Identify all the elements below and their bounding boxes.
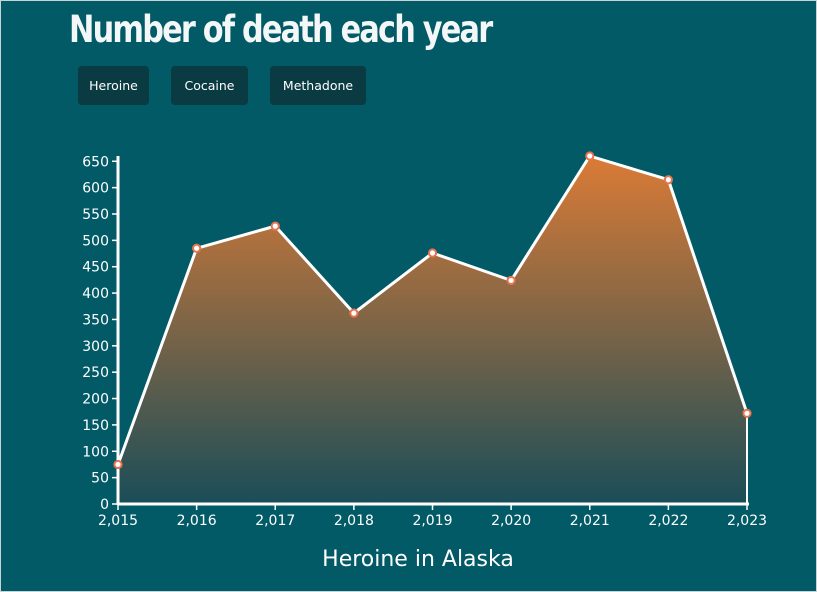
x-tick-label: 2,022 (648, 513, 688, 529)
data-point (113, 459, 123, 470)
y-tick-label: 450 (82, 260, 109, 276)
x-tick-label: 2,020 (491, 513, 531, 529)
data-point (585, 151, 595, 161)
x-tick-label: 2,019 (412, 513, 452, 529)
chart-title: Heroine in Alaska (322, 547, 514, 572)
data-point (270, 221, 280, 231)
y-tick-label: 350 (82, 312, 109, 328)
page-title: Number of death each year (69, 8, 493, 51)
y-tick-label: 100 (82, 444, 109, 460)
y-tick-label: 0 (100, 497, 109, 513)
area-fill (118, 156, 747, 504)
y-tick-label: 150 (82, 418, 109, 434)
y-tick-label: 550 (82, 207, 109, 223)
data-point (192, 243, 202, 253)
x-tick-label: 2,015 (98, 513, 138, 529)
y-tick-label: 650 (82, 154, 109, 170)
x-tick-label: 2,021 (570, 513, 610, 529)
x-tick-label: 2,017 (255, 513, 295, 529)
y-tick-label: 400 (82, 286, 109, 302)
data-point (742, 408, 752, 418)
data-point (663, 175, 673, 185)
methadone-button[interactable]: Methadone (270, 66, 366, 105)
y-tick-label: 500 (82, 233, 109, 249)
y-tick-label: 600 (82, 181, 109, 197)
y-tick-label: 300 (82, 339, 109, 355)
cocaine-button[interactable]: Cocaine (171, 66, 248, 105)
y-tick-label: 250 (82, 365, 109, 381)
x-tick-label: 2,018 (334, 513, 374, 529)
x-tick-label: 2,023 (727, 513, 767, 529)
y-tick-label: 200 (82, 392, 109, 408)
data-point (506, 275, 516, 286)
x-tick-label: 2,016 (177, 513, 217, 529)
dataset-button-group: Heroine Cocaine Methadone (78, 66, 366, 105)
data-point (427, 248, 438, 258)
heroine-button[interactable]: Heroine (78, 66, 149, 105)
y-tick-label: 50 (91, 471, 109, 487)
data-point (349, 308, 359, 318)
